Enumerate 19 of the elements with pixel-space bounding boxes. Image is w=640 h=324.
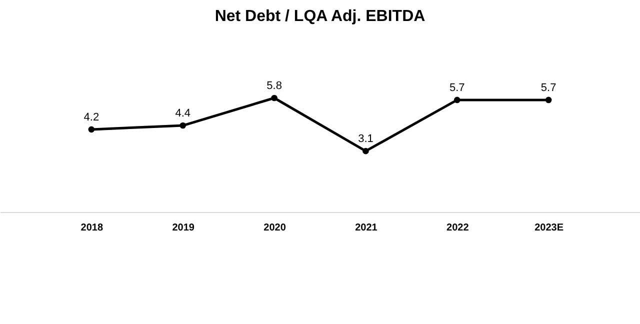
data-label: 5.7 xyxy=(449,82,465,94)
x-tick-label: 2022 xyxy=(446,222,470,234)
x-tick-label: 2018 xyxy=(80,222,104,234)
chart-title: Net Debt / LQA Adj. EBITDA xyxy=(214,8,426,25)
point xyxy=(88,126,95,133)
data-label: 3.1 xyxy=(358,133,374,146)
data-label: 4.4 xyxy=(175,108,191,120)
data-label: 5.7 xyxy=(540,82,556,94)
point xyxy=(180,122,186,129)
point xyxy=(454,96,460,104)
point xyxy=(545,96,552,104)
point xyxy=(362,148,369,154)
data-label: 5.8 xyxy=(266,80,282,92)
x-tick-label: 2023E xyxy=(534,222,564,234)
point xyxy=(271,94,278,102)
data-label: 4.2 xyxy=(84,111,100,124)
x-tick-label: 2021 xyxy=(355,222,378,234)
x-tick-label: 2019 xyxy=(172,222,195,234)
x-tick-label: 2020 xyxy=(264,222,286,234)
